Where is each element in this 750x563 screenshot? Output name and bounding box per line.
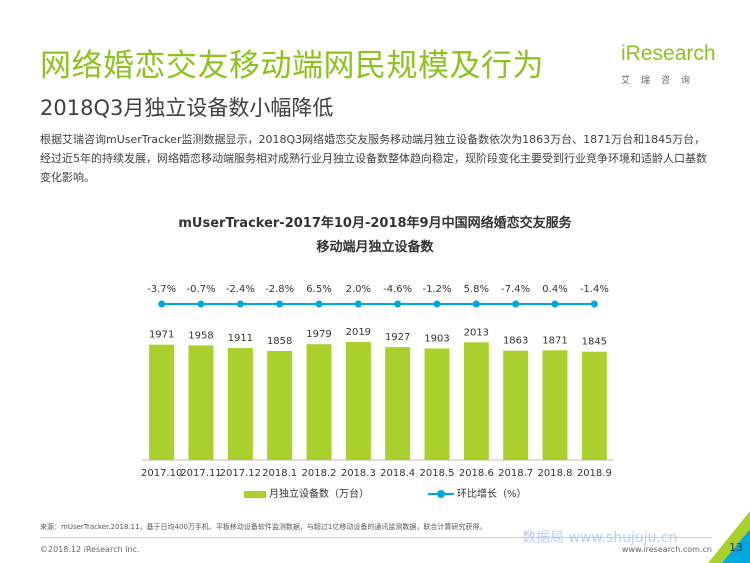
copyright: ©2018.12 iResearch Inc. bbox=[40, 545, 140, 554]
bar-2018.5 bbox=[424, 348, 450, 460]
bar-value-label: 1979 bbox=[306, 329, 331, 340]
bar-value-label: 1845 bbox=[582, 337, 607, 348]
bar-value-label: 2013 bbox=[464, 327, 489, 338]
summary-paragraph: 根据艾瑞咨询mUserTracker监测数据显示，2018Q3网络婚恋交友服务移… bbox=[40, 133, 707, 184]
x-tick-label: 2017.10 bbox=[141, 468, 182, 479]
bar-value-label: 1858 bbox=[267, 336, 292, 347]
legend-line-label: 环比增长（%） bbox=[457, 489, 527, 500]
x-tick-label: 2018.4 bbox=[380, 468, 415, 479]
growth-label: -1.2% bbox=[422, 284, 451, 295]
growth-label: 0.4% bbox=[542, 284, 567, 295]
bar-value-label: 1971 bbox=[149, 330, 174, 341]
bar-value-label: 1863 bbox=[503, 336, 528, 347]
growth-point-2018.4 bbox=[394, 300, 402, 308]
bar-2018.2 bbox=[306, 344, 332, 460]
bar-value-label: 1911 bbox=[228, 333, 253, 344]
x-tick-label: 2018.8 bbox=[538, 468, 573, 479]
x-tick-label: 2018.7 bbox=[498, 468, 533, 479]
x-tick-label: 2017.11 bbox=[180, 468, 221, 479]
x-tick-label: 2018.9 bbox=[577, 468, 612, 479]
legend-bar-swatch bbox=[244, 490, 266, 498]
bar-2017.10 bbox=[149, 344, 175, 460]
growth-point-2018.5 bbox=[433, 300, 441, 308]
growth-label: -3.7% bbox=[147, 284, 176, 295]
chart-title-line1: mUserTracker-2017年10月-2018年9月中国网络婚恋交友服务 bbox=[178, 216, 572, 231]
growth-point-2018.3 bbox=[354, 300, 362, 308]
logo-brand-cn: 艾瑞咨询 bbox=[621, 76, 702, 86]
legend-bar-label: 月独立设备数（万台） bbox=[269, 489, 369, 500]
growth-point-2018.7 bbox=[512, 300, 520, 308]
legend-line: 环比增长（%） bbox=[428, 485, 527, 500]
growth-point-2018.2 bbox=[315, 300, 323, 308]
footer-divider bbox=[40, 537, 712, 538]
x-tick-label: 2018.5 bbox=[420, 468, 455, 479]
growth-point-2018.8 bbox=[551, 300, 559, 308]
bar-value-label: 1958 bbox=[188, 330, 213, 341]
site-link[interactable]: www.iresearch.com.cn bbox=[622, 545, 712, 554]
bar-2018.3 bbox=[345, 342, 371, 460]
growth-point-2017.10 bbox=[158, 300, 166, 308]
corner-decoration bbox=[708, 511, 750, 563]
bar-2018.7 bbox=[503, 350, 529, 460]
x-tick-label: 2018.2 bbox=[302, 468, 337, 479]
chart-title-line2: 移动端月独立设备数 bbox=[316, 240, 434, 255]
growth-label: 2.0% bbox=[346, 284, 371, 295]
legend-bar: 月独立设备数（万台） bbox=[244, 485, 369, 500]
iresearch-logo: iResearch 艾瑞咨询 bbox=[617, 40, 717, 90]
growth-point-2017.12 bbox=[236, 300, 244, 308]
bar-2017.11 bbox=[188, 345, 214, 460]
growth-label: -2.4% bbox=[226, 284, 255, 295]
bar-2018.6 bbox=[463, 342, 489, 460]
page-title: 网络婚恋交友移动端网民规模及行为 bbox=[40, 48, 544, 84]
growth-point-2018.6 bbox=[472, 300, 480, 308]
growth-label: -2.8% bbox=[265, 284, 294, 295]
bar-2018.1 bbox=[267, 351, 293, 460]
growth-label: -7.4% bbox=[501, 284, 530, 295]
x-tick-label: 2018.1 bbox=[262, 468, 297, 479]
growth-label: 5.8% bbox=[464, 284, 489, 295]
x-tick-label: 2017.12 bbox=[220, 468, 261, 479]
growth-point-2018.9 bbox=[590, 300, 598, 308]
growth-label: 6.5% bbox=[306, 284, 331, 295]
growth-label: -4.6% bbox=[383, 284, 412, 295]
logo-brand: iResearch bbox=[621, 42, 716, 65]
bar-2018.8 bbox=[542, 350, 568, 460]
bar-value-label: 1903 bbox=[424, 333, 449, 344]
growth-label: -1.4% bbox=[580, 284, 609, 295]
bar-value-label: 1927 bbox=[385, 332, 410, 343]
x-tick-label: 2018.6 bbox=[459, 468, 494, 479]
bar-2018.4 bbox=[385, 347, 411, 460]
bar-2017.12 bbox=[227, 348, 253, 460]
bar-value-label: 2019 bbox=[346, 327, 371, 338]
bar-value-label: 1871 bbox=[542, 335, 567, 346]
x-tick-label: 2018.3 bbox=[341, 468, 376, 479]
growth-label: -0.7% bbox=[186, 284, 215, 295]
bar-2018.9 bbox=[581, 351, 607, 460]
source-note: 来源：mUserTracker.2018.11，基于日均400万手机、平板移动设… bbox=[40, 523, 487, 531]
page-number: 13 bbox=[729, 541, 743, 554]
growth-point-2018.1 bbox=[276, 300, 284, 308]
legend-line-swatch bbox=[428, 490, 454, 498]
page-subtitle: 2018Q3月独立设备数小幅降低 bbox=[40, 96, 334, 120]
growth-point-2017.11 bbox=[197, 300, 205, 308]
watermark: 数据局 www.shujuju.cn bbox=[522, 530, 678, 546]
